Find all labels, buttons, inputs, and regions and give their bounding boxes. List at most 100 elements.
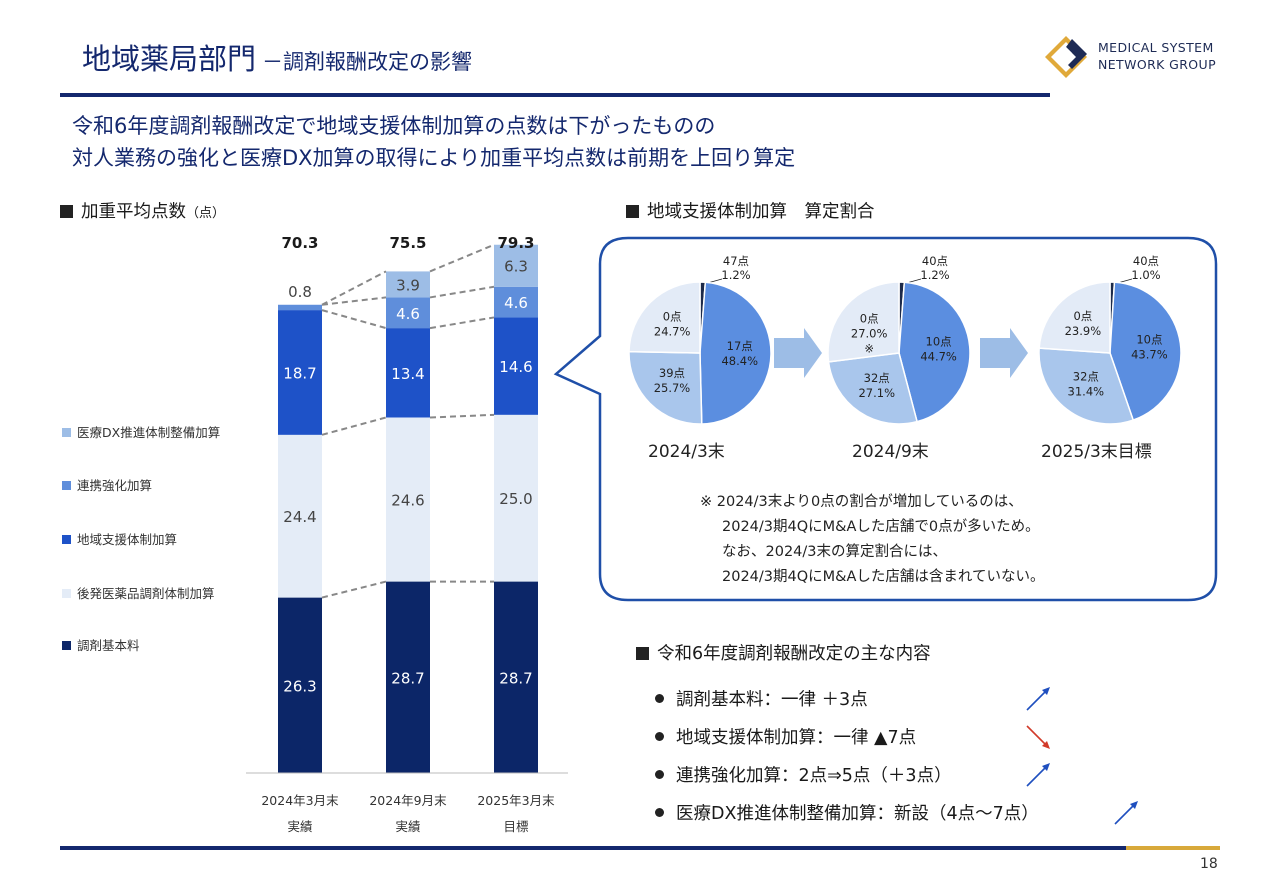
note-line: 2024/3期4QにM&Aした店舗で0点が多いため。 (722, 519, 1040, 535)
legend-item-chiiki: 地域支援体制加算 (62, 529, 177, 548)
page-title-main: 地域薬局部門 (82, 42, 257, 76)
bar-value-label: 28.7 (391, 669, 424, 687)
bar-segment (278, 597, 322, 773)
bar-value-label: 28.7 (499, 669, 532, 687)
x-tick-label: 2024年3月末 (261, 793, 339, 808)
legend-item-kihon: 調剤基本料 (62, 635, 140, 654)
pie-percent-label: 48.4% (721, 354, 758, 368)
pie-percent-label: 31.4% (1068, 385, 1105, 399)
x-tick-label: 2025年3月末 (477, 793, 555, 808)
pie-title-text: 地域支援体制加算 算定割合 (647, 202, 875, 222)
legend-label: 地域支援体制加算 (77, 532, 178, 547)
footer-rule-accent (1126, 846, 1220, 850)
pie-slice (1038, 281, 1111, 354)
bar-segment (494, 414, 538, 582)
square-bullet-icon (626, 205, 639, 218)
bar-value-label: 13.4 (391, 365, 424, 383)
note-line: ※ 2024/3末より0点の割合が増加しているのは、 (700, 494, 1023, 510)
bar-value-label: 18.7 (283, 364, 316, 382)
pie-section-title: 地域支援体制加算 算定割合 (626, 198, 875, 223)
page-subtitle: －調剤報酬改定の影響 (262, 50, 473, 74)
pie-points-label: 0点 (1073, 309, 1092, 323)
x-tick-label: 目標 (503, 819, 529, 834)
pie-slice (898, 281, 971, 423)
bar-value-label: 25.0 (499, 490, 532, 508)
legend-swatch (62, 428, 71, 437)
bar-segment (494, 244, 538, 287)
company-logo: MEDICAL SYSTEM NETWORK GROUP (1042, 33, 1232, 81)
logo-mark-icon (1045, 36, 1087, 78)
pie-points-label: 32点 (1073, 370, 1099, 384)
revision-title-text: 令和6年度調剤報酬改定の主な内容 (657, 644, 931, 664)
pie-footnote: ※ 2024/3末より0点の割合が増加しているのは、 2024/3期4QにM&A… (700, 490, 1044, 590)
x-tick-label: 2024年9月末 (369, 793, 447, 808)
bar-segment (278, 434, 322, 598)
arrow-right-icon (774, 328, 822, 378)
connector-line (429, 413, 495, 419)
pie-slice (699, 281, 772, 425)
pie-charts-group: 47点1.2%17点48.4%39点25.7%0点24.7%40点1.2%10点… (628, 254, 1182, 425)
bar-section-title: 加重平均点数（点） (60, 198, 225, 223)
bar-segment (386, 271, 430, 298)
legend-label: 調剤基本料 (77, 638, 140, 653)
headline-line-2: 対人業務の強化と医療DX加算の取得により加重平均点数は前期を上回り算定 (72, 146, 796, 170)
pie-percent-label: 44.7% (920, 349, 957, 363)
pie-percent-label: 1.0% (1131, 268, 1160, 282)
square-bullet-icon (636, 647, 649, 660)
bullet-dot-icon (655, 732, 664, 741)
bar-value-label: 4.6 (396, 305, 420, 323)
pie-points-label: 32点 (864, 371, 890, 385)
revision-item-text: 地域支援体制加算：一律 ▲7点 (676, 728, 917, 748)
x-tick-label: 実績 (395, 819, 420, 834)
legend-label: 医療DX推進体制整備加算 (77, 425, 221, 440)
pie-percent-label: 1.2% (920, 268, 949, 282)
connector-line (321, 416, 387, 436)
pie-points-label: 40点 (1133, 254, 1159, 268)
pie-callout-bubble: 47点1.2%17点48.4%39点25.7%0点24.7%40点1.2%10点… (553, 236, 1218, 602)
bar-segment (494, 286, 538, 318)
pie-period-label-2: 2024/9末 (852, 442, 929, 462)
note-line: 2024/3期4QにM&Aした店舗は含まれていない。 (722, 569, 1045, 585)
square-bullet-icon (60, 205, 73, 218)
pie-percent-label: 25.7% (654, 381, 691, 395)
bar-value-label: 0.8 (288, 283, 312, 301)
legend-swatch (62, 535, 71, 544)
pie-period-label-1: 2024/3末 (648, 442, 725, 462)
connector-line (429, 243, 495, 273)
revision-item-1: 調剤基本料：一律 ＋3点 (655, 686, 868, 711)
x-tick-label: 実績 (287, 819, 312, 834)
bar-value-label: 4.6 (504, 294, 528, 312)
headline-line-1: 令和6年度調剤報酬改定で地域支援体制加算の点数は下がったものの (72, 114, 716, 138)
connector-line (429, 316, 495, 330)
legend-swatch (62, 641, 71, 650)
logo-text: MEDICAL SYSTEM NETWORK GROUP (1098, 39, 1216, 73)
pie-slice (628, 350, 703, 425)
logo-line-2: NETWORK GROUP (1098, 57, 1217, 72)
bullet-dot-icon (655, 808, 664, 817)
bar-unit-text: （点） (186, 206, 226, 221)
bar-title-text: 加重平均点数 (81, 202, 186, 222)
connector-line (429, 285, 495, 299)
revision-item-text: 調剤基本料：一律 ＋3点 (676, 690, 868, 710)
bar-total-label: 79.3 (497, 234, 534, 252)
revision-item-4: 医療DX推進体制整備加算：新設（4点～7点） (655, 800, 1039, 825)
bar-segment (386, 417, 430, 582)
note-line: なお、2024/3末の算定割合には、 (722, 544, 948, 560)
bar-value-label: 6.3 (504, 258, 528, 276)
pie-slice (827, 281, 900, 363)
revision-item-text: 医療DX推進体制整備加算：新設（4点～7点） (676, 804, 1039, 824)
pie-slice (1038, 347, 1135, 425)
bar-segment (386, 581, 430, 773)
trend-up-arrow-icon (1026, 687, 1050, 711)
pie-percent-label: 23.9% (1065, 324, 1102, 338)
pie-period-label-3: 2025/3末目標 (1041, 442, 1152, 462)
bar-value-label: 24.6 (391, 492, 424, 510)
pie-slice (1109, 281, 1182, 422)
bar-value-label: 24.4 (283, 508, 316, 526)
legend-item-renkei: 連携強化加算 (62, 475, 152, 494)
trend-up-arrow-icon (1114, 801, 1138, 825)
title-underline (60, 93, 1050, 97)
legend-label: 連携強化加算 (77, 478, 153, 493)
revision-item-2: 地域支援体制加算：一律 ▲7点 (655, 724, 916, 749)
